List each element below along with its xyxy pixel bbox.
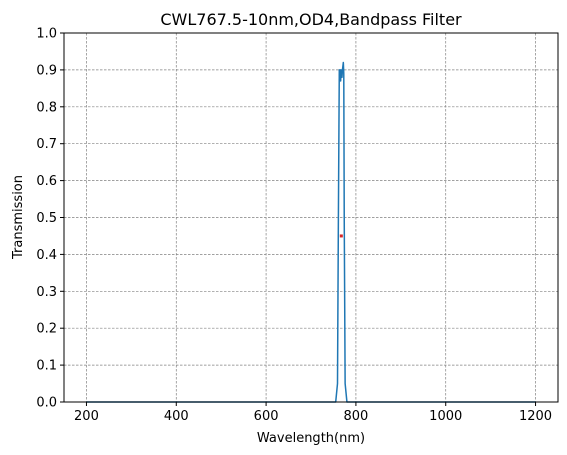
x-tick-label: 800: [343, 409, 368, 424]
x-tick-label: 1200: [519, 409, 552, 424]
y-tick-label: 0.4: [36, 248, 57, 263]
y-tick-label: 0.6: [36, 174, 57, 189]
y-tick-label: 1.0: [36, 27, 57, 42]
x-axis-label: Wavelength(nm): [257, 431, 365, 446]
y-tick-label: 0.3: [36, 285, 57, 300]
y-tick-label: 0.2: [36, 322, 57, 337]
x-tick-label: 200: [74, 409, 99, 424]
y-axis: 0.0 0.1 0.2 0.3 0.4 0.5 0.6 0.7 0.8 0.9 1.0: [36, 27, 64, 411]
x-tick-label: 400: [164, 409, 189, 424]
series-layer: [86, 61, 536, 403]
y-tick-label: 0.5: [36, 211, 57, 226]
cwl-marker: [339, 234, 343, 238]
x-tick-label: 600: [254, 409, 279, 424]
transmission-series-line: [86, 61, 536, 403]
x-tick-label: 1000: [429, 409, 462, 424]
y-tick-label: 0.7: [36, 137, 57, 152]
chart-title: CWL767.5-10nm,OD4,Bandpass Filter: [160, 10, 462, 29]
y-tick-label: 0.1: [36, 359, 57, 374]
y-tick-label: 0.0: [36, 396, 57, 411]
x-axis: 200 400 600 800 1000 1200: [74, 402, 552, 424]
y-tick-label: 0.8: [36, 100, 57, 115]
y-tick-label: 0.9: [36, 63, 57, 78]
y-axis-label: Transmission: [11, 175, 26, 260]
